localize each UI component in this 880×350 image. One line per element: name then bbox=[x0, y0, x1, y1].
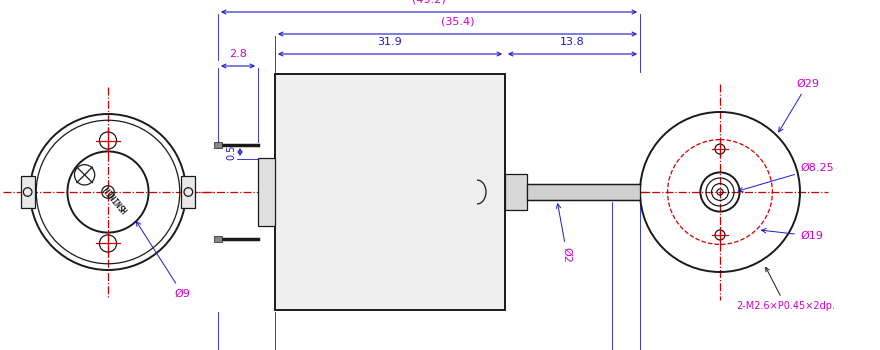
Bar bbox=[20, 176, 34, 208]
Text: 13.8: 13.8 bbox=[561, 37, 585, 47]
Text: 2.8: 2.8 bbox=[229, 49, 247, 59]
Text: 0.5: 0.5 bbox=[226, 144, 236, 160]
Bar bbox=[275, 74, 505, 310]
Text: HSNINEN: HSNINEN bbox=[102, 183, 129, 214]
Bar bbox=[258, 158, 275, 226]
Text: Ø29: Ø29 bbox=[779, 79, 819, 132]
Bar bbox=[527, 184, 640, 200]
Text: Ø19: Ø19 bbox=[761, 229, 823, 241]
Text: Ø9: Ø9 bbox=[136, 222, 190, 299]
Text: 2-M2.6×P0.45×2dp.: 2-M2.6×P0.45×2dp. bbox=[736, 267, 835, 310]
Text: (35.4): (35.4) bbox=[441, 17, 474, 27]
Bar bbox=[214, 142, 222, 148]
Text: 31.9: 31.9 bbox=[378, 37, 402, 47]
Text: Ø8.25: Ø8.25 bbox=[738, 163, 833, 192]
Text: Ø2: Ø2 bbox=[556, 204, 572, 263]
Bar bbox=[214, 236, 222, 242]
Text: (49.2): (49.2) bbox=[412, 0, 446, 5]
Bar bbox=[181, 176, 195, 208]
Bar bbox=[505, 174, 527, 210]
